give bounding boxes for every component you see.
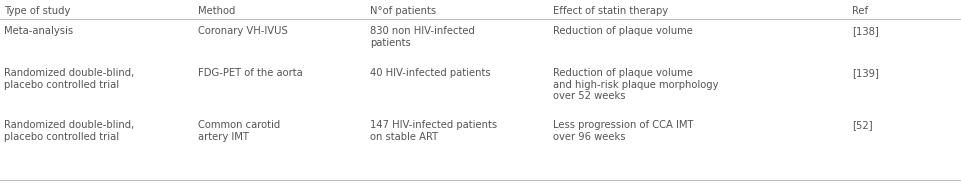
Text: [139]: [139] bbox=[851, 68, 878, 78]
Text: 830 non HIV-infected
patients: 830 non HIV-infected patients bbox=[370, 26, 475, 48]
Text: FDG-PET of the aorta: FDG-PET of the aorta bbox=[198, 68, 303, 78]
Text: [52]: [52] bbox=[851, 120, 872, 130]
Text: Less progression of CCA IMT
over 96 weeks: Less progression of CCA IMT over 96 week… bbox=[553, 120, 693, 142]
Text: Reduction of plaque volume: Reduction of plaque volume bbox=[553, 26, 692, 36]
Text: Common carotid
artery IMT: Common carotid artery IMT bbox=[198, 120, 280, 142]
Text: Effect of statin therapy: Effect of statin therapy bbox=[553, 6, 668, 16]
Text: Type of study: Type of study bbox=[4, 6, 70, 16]
Text: Coronary VH-IVUS: Coronary VH-IVUS bbox=[198, 26, 287, 36]
Text: Randomized double-blind,
placebo controlled trial: Randomized double-blind, placebo control… bbox=[4, 120, 135, 142]
Text: 40 HIV-infected patients: 40 HIV-infected patients bbox=[370, 68, 490, 78]
Text: [138]: [138] bbox=[851, 26, 877, 36]
Text: Meta-analysis: Meta-analysis bbox=[4, 26, 73, 36]
Text: Ref: Ref bbox=[851, 6, 867, 16]
Text: 147 HIV-infected patients
on stable ART: 147 HIV-infected patients on stable ART bbox=[370, 120, 497, 142]
Text: N°of patients: N°of patients bbox=[370, 6, 435, 16]
Text: Reduction of plaque volume
and high-risk plaque morphology
over 52 weeks: Reduction of plaque volume and high-risk… bbox=[553, 68, 718, 101]
Text: Randomized double-blind,
placebo controlled trial: Randomized double-blind, placebo control… bbox=[4, 68, 135, 90]
Text: Method: Method bbox=[198, 6, 235, 16]
